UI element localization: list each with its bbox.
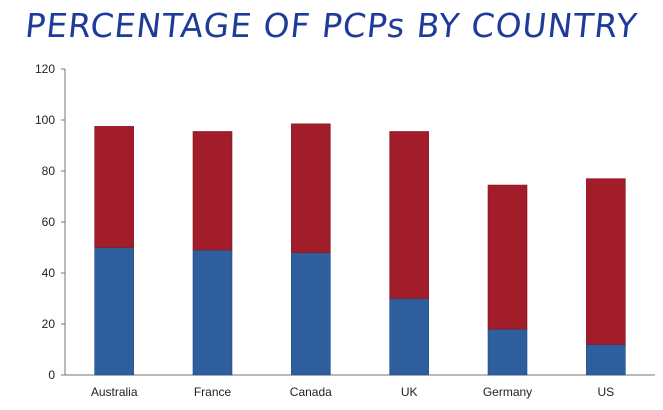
y-tick-label: 120	[35, 62, 55, 76]
y-tick-label: 20	[42, 317, 56, 331]
bar-segment	[192, 249, 233, 376]
y-tick-label: 60	[42, 215, 56, 229]
bar-segment	[192, 131, 233, 251]
bar-segment	[389, 298, 429, 376]
bar-segment	[487, 184, 528, 330]
x-tick-label: Canada	[290, 385, 332, 399]
bar-segment	[94, 126, 134, 248]
x-tick-label: UK	[401, 385, 418, 399]
y-tick-label: 40	[42, 266, 56, 280]
y-tick-label: 80	[42, 164, 56, 178]
x-tick-label: US	[597, 385, 614, 399]
x-tick-label: Australia	[91, 385, 138, 399]
y-tick-label: 100	[35, 113, 55, 127]
bar-segment	[94, 247, 134, 376]
bar-segment	[487, 328, 528, 376]
bar-segment	[389, 131, 429, 299]
bar-segment	[291, 252, 331, 376]
bar-segment	[586, 344, 626, 376]
x-tick-label: Germany	[483, 385, 532, 399]
bar-segment	[291, 123, 331, 253]
y-tick-label: 0	[48, 368, 55, 382]
x-tick-label: France	[194, 385, 232, 399]
bar-segment	[586, 178, 626, 345]
